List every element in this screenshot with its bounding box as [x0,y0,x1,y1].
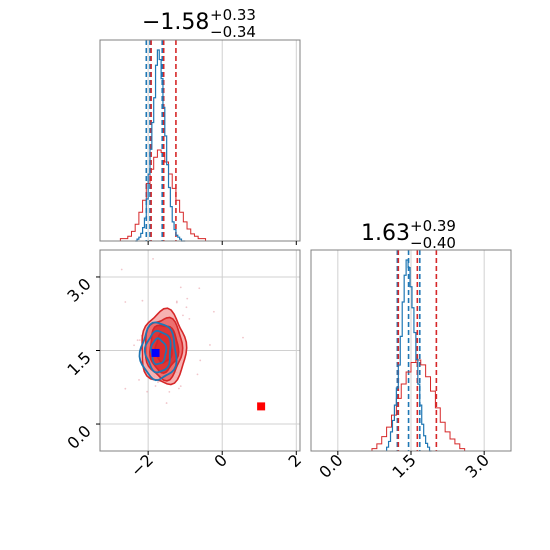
joint-sample-point [154,385,157,387]
joint-x-tick-label-1: 0 [210,450,231,471]
joint-red-truth-marker [257,402,266,411]
joint-blue-contour-2 [150,337,168,366]
joint-sample-point [179,385,182,388]
joint-x-tick-label-0: −2 [127,450,157,480]
joint-sample-point [188,317,191,320]
diag-2-blue-histogram [386,259,432,452]
joint-sample-point [157,381,159,383]
joint-blue-contour-1 [143,329,172,374]
joint-y-tick-label-2: 3.0 [63,274,94,305]
joint-y-tick-label-1: 1.5 [63,348,94,379]
joint-sample-point [212,310,215,313]
diag-2-red-histogram [371,359,470,452]
joint-sample-point [141,299,144,302]
joint-sample-point [175,300,178,303]
diag-1-red-histogram [119,149,210,242]
joint-sample-point [146,390,149,393]
diag-panel-2: 0.0 1.5 3.0 [310,249,512,482]
joint-sample-point [242,336,244,339]
joint-sample-point [179,286,182,289]
joint-sample-point [138,379,140,381]
joint-sample-point [165,402,168,404]
joint-sample-point [182,314,184,317]
joint-panel: −2 0 2 0.0 1.5 3.0 [63,249,305,481]
joint-sample-point [152,257,154,260]
panel-2-title: 1.63+0.39 −0.40 [361,217,456,252]
joint-sample-point [209,344,211,346]
joint-sample-point [124,301,127,303]
joint-sample-point [185,306,188,309]
joint-sample-point [168,391,171,393]
diag-2-x-tick-label-1: 1.5 [388,450,419,481]
joint-sample-point [178,387,180,390]
panel-2-title-sup: +0.39 [410,217,456,235]
joint-sample-point [133,344,135,347]
joint-sample-point [196,373,199,376]
diag-1-blue-histogram [135,49,186,242]
diag-2-x-tick-label-0: 0.0 [315,450,346,481]
joint-sample-point [186,297,189,300]
joint-sample-point [124,387,127,390]
joint-blue-contour-0 [138,321,178,382]
panel-1-title: −1.58+0.33 −0.34 [142,6,256,41]
diag-panel-1 [99,39,301,245]
joint-sample-point [138,339,141,342]
joint-sample-point [199,359,202,362]
joint-blue-truth-marker [151,348,160,357]
diag-2-x-tick-label-2: 3.0 [462,450,493,481]
panel-1-title-sup: +0.33 [210,6,256,24]
joint-y-tick-label-0: 0.0 [63,421,94,452]
panel-2-title-sub: −0.40 [410,234,456,252]
diag-1-frame [99,39,301,242]
panel-1-title-main: −1.58 [142,10,209,35]
joint-sample-point [120,268,123,271]
joint-sample-point [198,287,201,290]
panel-1-title-sub: −0.34 [210,23,256,41]
panel-2-title-main: 1.63 [361,221,410,246]
joint-sample-point [136,339,139,342]
joint-x-tick-label-2: 2 [284,450,305,471]
